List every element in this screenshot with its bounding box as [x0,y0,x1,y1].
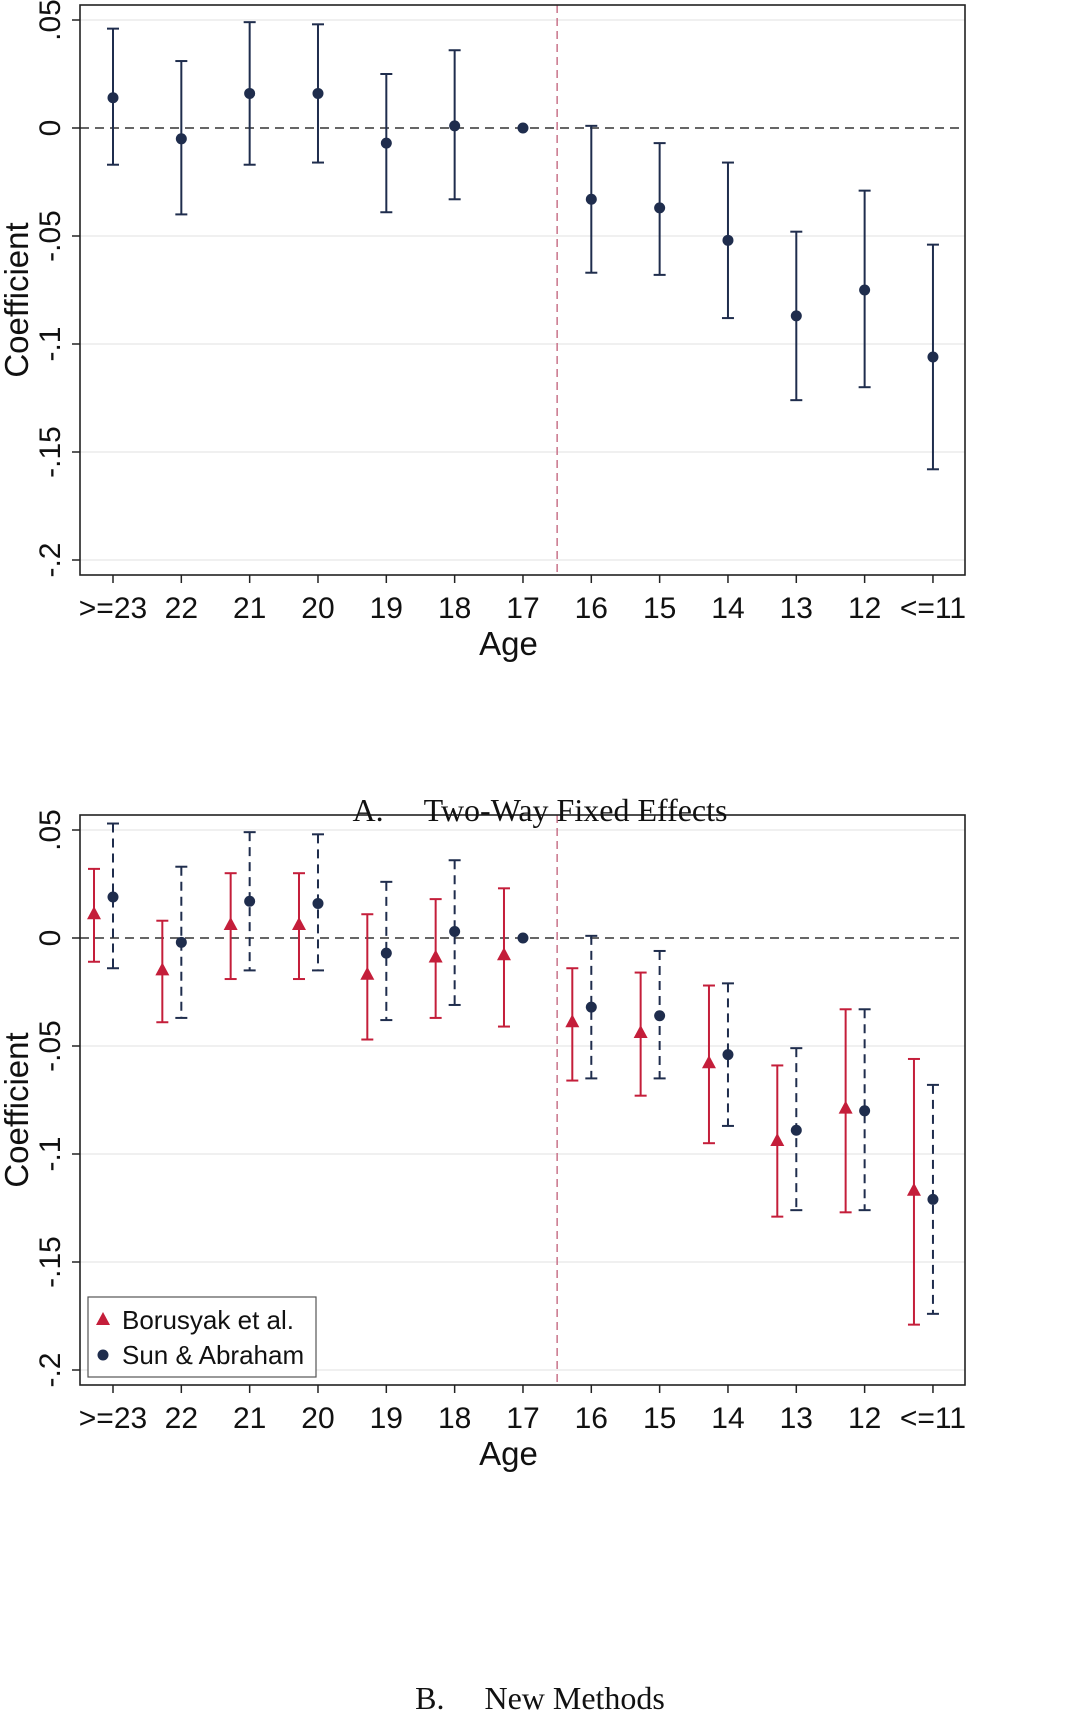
data-point-circle [722,1049,734,1061]
data-point-circle [380,137,392,149]
data-point-circle [517,932,529,944]
x-tick-label: 15 [643,1402,676,1435]
data-point-circle [244,895,256,907]
x-tick-label: 18 [438,592,471,625]
caption-panel-b: B. New Methods [0,1680,1080,1717]
data-point-circle [585,1001,597,1013]
y-tick-label: -.15 [34,1236,67,1288]
x-tick-label: 16 [575,1402,608,1435]
y-tick-label: 0 [34,930,67,947]
y-axis-label: Coefficient [0,222,35,377]
plot-frame [79,4,966,576]
data-point-circle [654,1010,666,1022]
data-point-triangle [906,1182,921,1196]
legend-marker-circle [97,1349,109,1361]
x-tick-label: 20 [301,1402,334,1435]
data-point-circle [927,351,939,363]
caption-text-a: Two-Way Fixed Effects [423,792,728,828]
legend-marker-triangle [96,1312,110,1325]
x-tick-label: 16 [575,592,608,625]
y-tick-label: 0 [34,120,67,137]
x-tick-label: 13 [780,592,813,625]
x-tick-label: 18 [438,1402,471,1435]
x-tick-label: 19 [370,1402,403,1435]
y-tick-label: .05 [34,0,67,41]
chart-panel-a: .05 0 -.05 -.1 -.15 -.2 Coefficient >=23 22 21 20 1… [0,0,966,662]
data-point-circle [175,936,187,948]
x-tick-label: 21 [233,592,266,625]
y-tick-label: -.15 [34,426,67,478]
data-point-circle [107,92,119,104]
data-point-circle [585,193,597,205]
data-point-triangle [155,962,170,976]
data-point-circle [722,234,734,246]
legend: Borusyak et al. Sun & Abraham [87,1296,317,1378]
data-point-triangle [701,1055,716,1069]
caption-label-b: B. [415,1680,445,1716]
x-tick-label: 14 [711,1402,744,1435]
data-point-circle [312,87,324,99]
data-point-circle [107,891,119,903]
data-point-circle [244,87,256,99]
y-tick-label: -.1 [34,326,67,361]
caption-text-b: New Methods [484,1680,665,1716]
x-tick-label: >=23 [79,592,147,625]
data-point-triangle [291,917,306,931]
x-tick-label: 20 [301,592,334,625]
x-tick-label: 22 [165,592,198,625]
data-point-circle [517,122,529,134]
caption-label-a: A. [352,792,384,828]
data-point-circle [380,947,392,959]
data-point-triangle [87,906,101,920]
data-point-triangle [838,1100,853,1114]
data-point-circle [790,310,802,322]
x-tick-label: <=11 [900,592,966,625]
y-tick-label: .05 [34,809,67,851]
x-tick-label: 12 [848,1402,881,1435]
data-point-circle [927,1193,939,1205]
x-axis-label: Age [479,625,538,662]
y-tick-label: -.05 [34,210,67,262]
data-point-triangle [428,949,443,963]
x-tick-label: 19 [370,592,403,625]
data-point-triangle [496,947,511,961]
data-point-circle [312,897,324,909]
legend-entry: Sun & Abraham [122,1340,304,1370]
legend-box [87,1296,317,1378]
data-point-circle [859,284,871,296]
x-axis-label: Age [479,1435,538,1472]
x-tick-label: 15 [643,592,676,625]
x-tick-label: 17 [506,592,539,625]
x-tick-label: 17 [506,1402,539,1435]
data-point-circle [449,120,461,132]
caption-panel-a: A. Two-Way Fixed Effects [0,792,1080,829]
x-tick-label: 22 [165,1402,198,1435]
x-tick-label: >=23 [79,1402,147,1435]
y-tick-label: -.1 [34,1136,67,1171]
data-point-circle [790,1124,802,1136]
x-tick-label: 21 [233,1402,266,1435]
y-tick-label: -.2 [34,1352,67,1387]
x-tick-label: 12 [848,592,881,625]
data-point-circle [859,1105,871,1117]
data-point-triangle [770,1133,785,1147]
data-point-circle [654,202,666,214]
data-point-triangle [633,1025,648,1039]
data-point-circle [175,133,187,145]
y-tick-label: -.05 [34,1020,67,1072]
x-tick-label: 14 [711,592,744,625]
data-point-triangle [360,966,375,980]
data-point-triangle [223,917,238,931]
y-tick-label: -.2 [34,542,67,577]
chart-panel-b: .05 0 -.05 -.1 -.15 -.2 Coefficient >=23 22 21 20 1… [0,809,966,1472]
y-axis-label: Coefficient [0,1032,35,1187]
legend-entry: Borusyak et al. [122,1305,294,1335]
data-point-circle [449,926,461,938]
data-point-triangle [565,1014,580,1028]
x-tick-label: 13 [780,1402,813,1435]
x-tick-label: <=11 [900,1402,966,1435]
